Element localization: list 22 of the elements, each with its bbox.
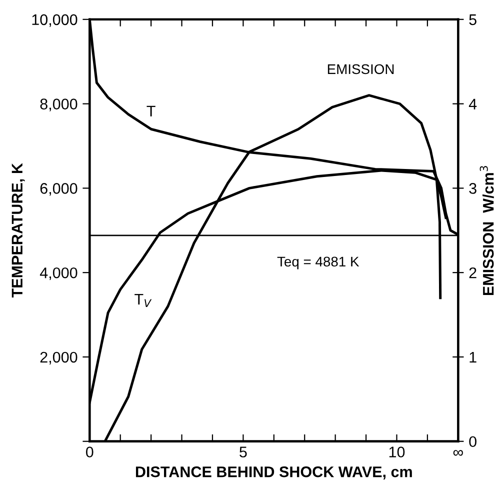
- x-tick-label: 0: [86, 446, 94, 458]
- series-label: EMISSION: [328, 64, 394, 74]
- y2-tick-label: 1: [470, 352, 476, 362]
- y2-tick-label: 0: [469, 436, 476, 448]
- y2-tick-label: 5: [469, 14, 476, 26]
- y2-tick-label: 3: [469, 183, 476, 194]
- x-axis-title: DISTANCE BEHIND SHOCK WAVE, cm: [136, 466, 412, 480]
- ref-line-label: Teq = 4881 K: [277, 256, 360, 270]
- x-tick-label: 10: [389, 446, 405, 458]
- y-tick-label: 2,000: [40, 352, 78, 364]
- y-tick-label: 4,000: [40, 267, 78, 280]
- y2-tick-label: 2: [469, 267, 476, 278]
- y2-tick-label: 4: [468, 98, 477, 110]
- y-tick-label: 10,000: [32, 14, 78, 27]
- y-tick-label: 6,000: [40, 183, 78, 196]
- y-tick-label: 8,000: [40, 98, 78, 112]
- series-label: T: [146, 106, 156, 116]
- x-tick-label: ∞: [453, 450, 463, 456]
- y-axis-title: TEMPERATURE, K: [12, 163, 25, 298]
- y2-axis-title: EMISSION W/cm$^{3}$: [480, 166, 494, 296]
- series-label: T$_{V}$: [134, 294, 152, 307]
- x-tick-label: 5: [240, 446, 247, 458]
